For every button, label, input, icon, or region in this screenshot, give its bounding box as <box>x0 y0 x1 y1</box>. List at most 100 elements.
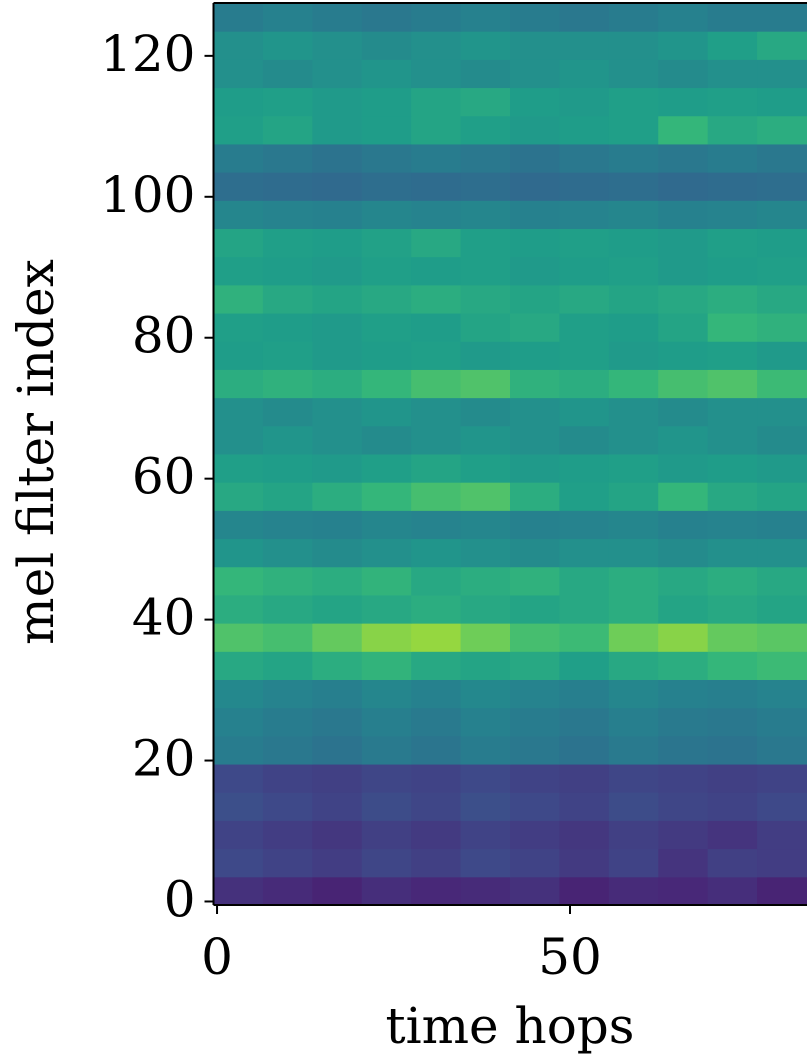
heatmap-cell <box>559 566 610 596</box>
heatmap-cell <box>707 482 758 511</box>
heatmap-cell <box>460 3 511 32</box>
heatmap-cell <box>707 876 758 905</box>
heatmap-cell <box>510 707 560 737</box>
y-axis-label: mel filter index <box>7 259 65 645</box>
heatmap-cell <box>262 59 313 89</box>
heatmap-cell <box>213 820 264 850</box>
heatmap-cell <box>361 876 412 905</box>
heatmap-cell <box>707 679 758 709</box>
heatmap-cell <box>213 707 264 737</box>
heatmap-cell <box>460 59 511 89</box>
y-tick-label: 80 <box>132 307 196 365</box>
heatmap-cell <box>608 454 659 483</box>
heatmap-cell <box>361 143 412 173</box>
heatmap-cell <box>411 200 462 229</box>
heatmap-cell <box>213 566 264 596</box>
heatmap-cell <box>757 651 807 680</box>
heatmap-cell <box>510 820 560 850</box>
heatmap-cell <box>460 594 511 624</box>
heatmap-cell <box>361 735 412 765</box>
heatmap-cell <box>312 679 363 709</box>
heatmap-cell <box>608 425 659 455</box>
heatmap-cell <box>213 228 264 258</box>
heatmap-cell <box>707 764 758 793</box>
heatmap-cell <box>559 87 610 117</box>
heatmap-cell <box>262 510 313 540</box>
heatmap-cell <box>707 143 758 173</box>
heatmap-cell <box>411 313 462 342</box>
heatmap-cell <box>361 454 412 483</box>
heatmap-cell <box>658 256 709 286</box>
heatmap-cell <box>411 510 462 540</box>
heatmap-cell <box>361 397 412 427</box>
heatmap-cell <box>658 341 709 370</box>
heatmap-cell <box>361 510 412 540</box>
heatmap-cell <box>213 651 264 680</box>
heatmap-cell <box>510 454 560 483</box>
heatmap-cell <box>559 425 610 455</box>
heatmap-cell <box>707 425 758 455</box>
heatmap-cell <box>262 143 313 173</box>
heatmap-cell <box>658 566 709 596</box>
heatmap-cell <box>460 87 511 117</box>
heatmap-cell <box>707 172 758 201</box>
heatmap-cell <box>312 115 363 145</box>
heatmap-cell <box>608 510 659 540</box>
heatmap-cell <box>460 284 511 314</box>
heatmap-cell <box>707 707 758 737</box>
heatmap-cell <box>559 735 610 765</box>
heatmap-cell <box>658 679 709 709</box>
heatmap-cell <box>361 566 412 596</box>
heatmap-cell <box>411 284 462 314</box>
heatmap-cell <box>707 313 758 342</box>
heatmap-cell <box>707 31 758 60</box>
heatmap-cell <box>608 482 659 511</box>
heatmap-cell <box>411 735 462 765</box>
heatmap-cell <box>262 876 313 905</box>
heatmap-cell <box>608 87 659 117</box>
heatmap-cell <box>361 87 412 117</box>
heatmap-cell <box>460 482 511 511</box>
heatmap-cell <box>312 284 363 314</box>
heatmap-cell <box>510 143 560 173</box>
heatmap-cell <box>757 735 807 765</box>
heatmap-cell <box>460 256 511 286</box>
heatmap-cell <box>312 59 363 89</box>
heatmap-cell <box>559 848 610 878</box>
heatmap-cell <box>608 538 659 568</box>
heatmap-cell <box>608 651 659 680</box>
heatmap-cell <box>658 510 709 540</box>
y-tick-label: 0 <box>164 870 196 928</box>
heatmap-cell <box>510 200 560 229</box>
heatmap-cell <box>707 623 758 652</box>
heatmap-cell <box>411 425 462 455</box>
heatmap-cell <box>559 369 610 399</box>
heatmap-cell <box>559 707 610 737</box>
heatmap-cell <box>262 594 313 624</box>
heatmap-cell <box>411 792 462 821</box>
heatmap-cell <box>559 764 610 793</box>
heatmap-cell <box>608 566 659 596</box>
heatmap-cell <box>262 538 313 568</box>
heatmap-cell <box>262 425 313 455</box>
heatmap-cell <box>312 623 363 652</box>
heatmap-cell <box>460 397 511 427</box>
heatmap-cell <box>658 848 709 878</box>
heatmap-cell <box>608 623 659 652</box>
heatmap-cell <box>559 397 610 427</box>
heatmap-cell <box>559 820 610 850</box>
heatmap-cell <box>262 792 313 821</box>
heatmap-cell <box>559 143 610 173</box>
heatmap-cell <box>658 369 709 399</box>
heatmap-cell <box>411 256 462 286</box>
heatmap-cell <box>757 172 807 201</box>
heatmap-cell <box>608 707 659 737</box>
heatmap-cell <box>658 313 709 342</box>
heatmap-cell <box>658 115 709 145</box>
heatmap-cell <box>411 115 462 145</box>
heatmap-cell <box>757 764 807 793</box>
heatmap-cell <box>460 707 511 737</box>
heatmap-cell <box>361 594 412 624</box>
heatmap-cell <box>411 369 462 399</box>
heatmap-cell <box>262 200 313 229</box>
